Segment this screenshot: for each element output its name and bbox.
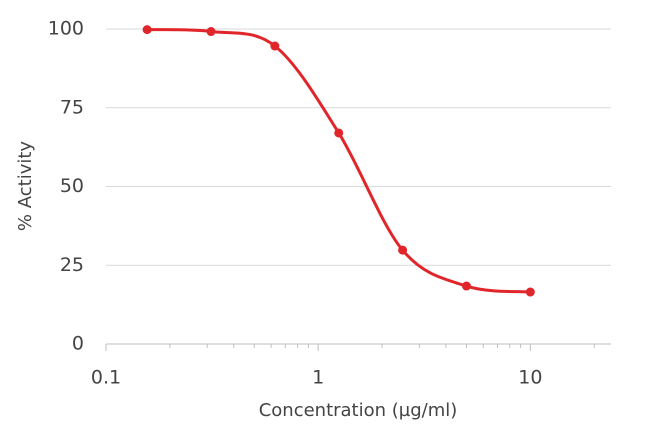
y-tick-label: 75 <box>60 96 84 118</box>
x-tick-label: 10 <box>518 367 542 389</box>
y-axis-label: % Activity <box>15 141 36 231</box>
point <box>142 25 152 35</box>
point <box>206 27 216 37</box>
point <box>461 281 471 291</box>
point <box>270 41 280 51</box>
point <box>525 287 535 297</box>
point <box>334 128 344 138</box>
line-series <box>147 28 531 294</box>
x-tick-label: 1 <box>312 367 324 389</box>
y-tick-label: 25 <box>60 254 84 276</box>
x-axis-label: Concentration (µg/ml) <box>259 400 458 421</box>
y-tick-label: 50 <box>60 175 84 197</box>
x-tick-label: 0.1 <box>91 367 121 389</box>
y-tick-label: 0 <box>72 333 84 355</box>
point <box>398 245 408 255</box>
y-tick-label: 100 <box>48 18 84 40</box>
